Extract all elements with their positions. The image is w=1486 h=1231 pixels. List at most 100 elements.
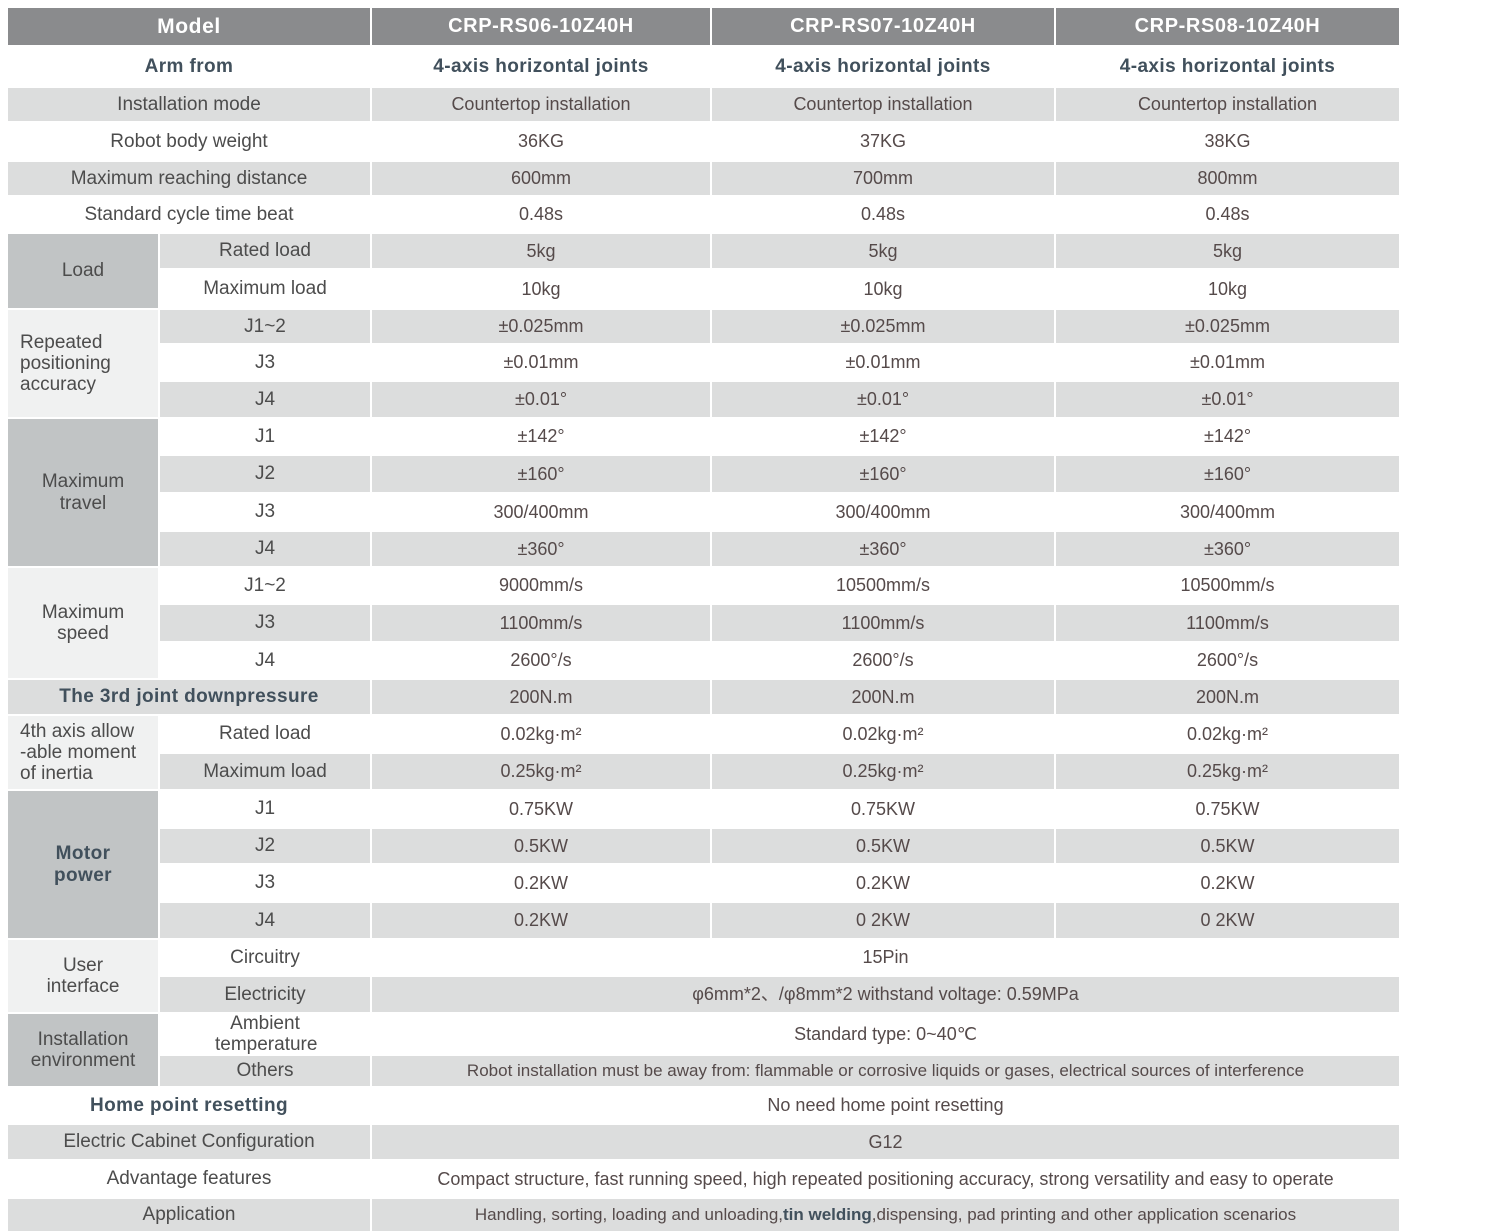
robot-spec-table: Model CRP-RS06-10Z40H CRP-RS07-10Z40H CR… [8,8,1399,1231]
value-cell: 0.2KW [1056,865,1399,901]
row-label-j4: J4 [160,532,370,566]
value-cell: 700mm [712,162,1054,195]
row-label-rated-load: Rated load [160,234,370,268]
value-circuitry: 15Pin [372,940,1399,975]
value-cell: 5kg [712,234,1054,268]
row-label-ambient-temperature: Ambient temperature [160,1014,370,1054]
value-cell: 10kg [712,270,1054,308]
row-label-j4: J4 [160,643,370,678]
value-application: Handling, sorting, loading and unloading… [372,1199,1399,1231]
row-label-advantage-features: Advantage features [8,1161,370,1197]
group-label-motor-power: Motor power [8,791,158,938]
value-cell: Countertop installation [372,88,710,121]
value-electric-cabinet: G12 [372,1125,1399,1159]
row-label-third-joint-downpressure: The 3rd joint downpressure [8,680,370,714]
row-label-j1-2: J1~2 [160,310,370,343]
value-cell: ±142° [372,419,710,454]
row-label-j4: J4 [160,382,370,417]
row-label-j3: J3 [160,865,370,901]
value-cell: ±0.01mm [372,345,710,380]
row-label-j3: J3 [160,494,370,530]
row-label-j4: J4 [160,903,370,938]
row-label-rated-load: Rated load [160,716,370,752]
row-label-maximum-load: Maximum load [160,270,370,308]
row-label-j3: J3 [160,605,370,641]
value-cell: 1100mm/s [1056,605,1399,641]
value-cell: Countertop installation [1056,88,1399,121]
value-cell: 5kg [1056,234,1399,268]
row-label-max-reaching-distance: Maximum reaching distance [8,162,370,195]
value-cell: 0.5KW [1056,829,1399,863]
value-cell: ±0.01mm [1056,345,1399,380]
value-cell: 0.75KW [372,791,710,827]
row-label-electric-cabinet: Electric Cabinet Configuration [8,1125,370,1159]
model-header-rs07: CRP-RS07-10Z40H [712,8,1054,45]
value-cell: 0.02kg·m² [372,716,710,752]
value-cell: 0.25kg·m² [1056,754,1399,789]
value-cell: ±0.01° [372,382,710,417]
value-cell: ±142° [712,419,1054,454]
value-cell: 0 2KW [712,903,1054,938]
value-cell: 800mm [1056,162,1399,195]
value-home-point-resetting: No need home point resetting [372,1088,1399,1123]
value-cell: ±0.025mm [1056,310,1399,343]
row-label-home-point-resetting: Home point resetting [8,1088,370,1123]
value-cell: Countertop installation [712,88,1054,121]
value-cell: ±0.025mm [712,310,1054,343]
value-ambient-temperature: Standard type: 0~40℃ [372,1014,1399,1054]
group-label-user-interface: User interface [8,940,158,1012]
row-label-arm-from: Arm from [8,47,370,86]
model-header-rs08: CRP-RS08-10Z40H [1056,8,1399,45]
value-cell: 600mm [372,162,710,195]
group-label-maximum-travel: Maximum travel [8,419,158,566]
value-cell: 1100mm/s [372,605,710,641]
value-cell: 4-axis horizontal joints [372,47,710,86]
value-cell: 300/400mm [1056,494,1399,530]
row-label-electricity: Electricity [160,977,370,1012]
value-cell: 10500mm/s [1056,568,1399,603]
row-label-maximum-load: Maximum load [160,754,370,789]
value-cell: ±160° [1056,456,1399,492]
value-cell: 9000mm/s [372,568,710,603]
value-cell: ±0.01° [1056,382,1399,417]
value-cell: 1100mm/s [712,605,1054,641]
model-header-label: Model [8,8,370,45]
value-cell: ±0.01mm [712,345,1054,380]
value-cell: ±160° [712,456,1054,492]
value-cell: ±0.025mm [372,310,710,343]
row-label-j1: J1 [160,791,370,827]
value-cell: 10kg [372,270,710,308]
value-cell: ±360° [372,532,710,566]
model-header-rs06: CRP-RS06-10Z40H [372,8,710,45]
value-cell: 2600°/s [1056,643,1399,678]
group-label-load: Load [8,234,158,308]
value-electricity: φ6mm*2、/φ8mm*2 withstand voltage: 0.59MP… [372,977,1399,1012]
value-cell: 0.25kg·m² [712,754,1054,789]
row-label-j2: J2 [160,456,370,492]
value-cell: 10kg [1056,270,1399,308]
value-cell: 0.48s [372,197,710,232]
value-cell: 0.48s [1056,197,1399,232]
value-cell: 0.48s [712,197,1054,232]
value-cell: 0.75KW [712,791,1054,827]
row-label-j1-2: J1~2 [160,568,370,603]
row-label-standard-cycle-time: Standard cycle time beat [8,197,370,232]
row-label-j1: J1 [160,419,370,454]
row-label-j3: J3 [160,345,370,380]
value-cell: 0.02kg·m² [1056,716,1399,752]
value-cell: 0.75KW [1056,791,1399,827]
value-advantage-features: Compact structure, fast running speed, h… [372,1161,1399,1197]
value-cell: 4-axis horizontal joints [712,47,1054,86]
value-cell: 0.5KW [372,829,710,863]
value-cell: 200N.m [1056,680,1399,714]
value-cell: ±360° [712,532,1054,566]
value-cell: ±142° [1056,419,1399,454]
row-label-j2: J2 [160,829,370,863]
value-cell: 10500mm/s [712,568,1054,603]
value-cell: 0.02kg·m² [712,716,1054,752]
value-cell: 37KG [712,123,1054,160]
value-cell: 4-axis horizontal joints [1056,47,1399,86]
value-cell: 200N.m [712,680,1054,714]
row-label-installation-mode: Installation mode [8,88,370,121]
